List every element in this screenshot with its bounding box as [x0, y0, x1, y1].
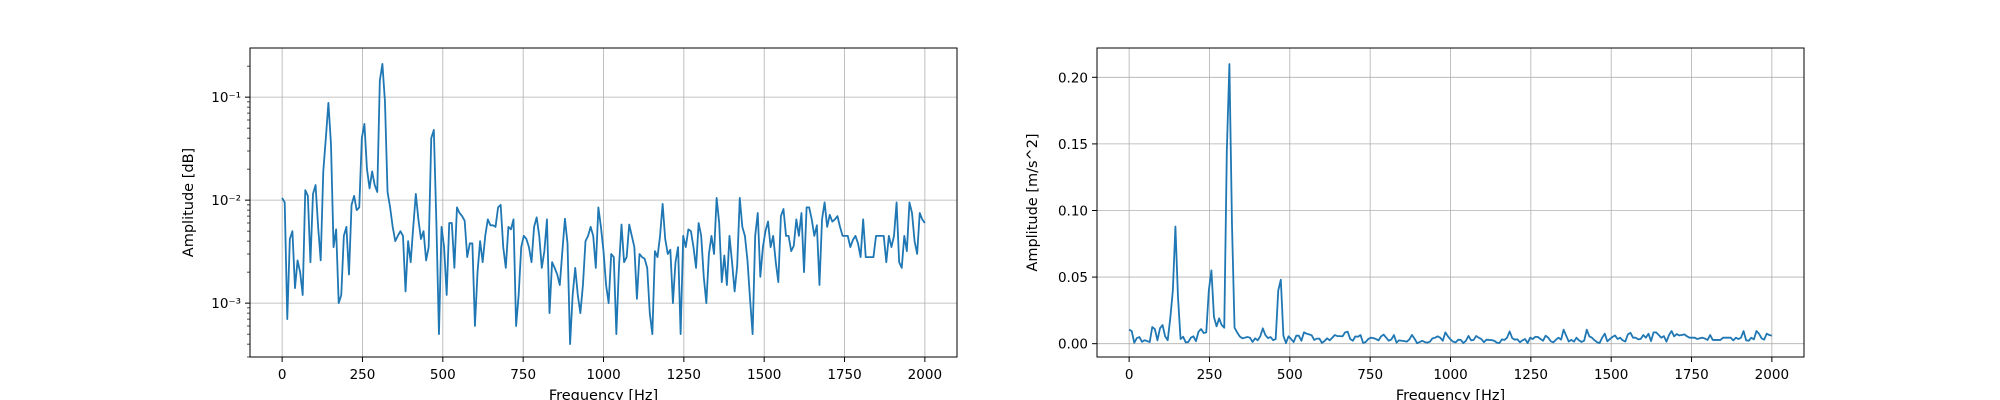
y-tick-label: 0.10	[1058, 203, 1088, 219]
x-axis-ticks: 0 250 500 750 1000 1250 1500 1750 2000	[278, 357, 942, 383]
x-tick-label: 750	[1357, 367, 1383, 383]
x-tick-label: 1250	[1514, 367, 1548, 383]
series-line	[1128, 63, 1773, 345]
x-tick-label: 1500	[1594, 367, 1628, 383]
series-lines	[281, 63, 926, 346]
y-axis-label: Amplitude [dB]	[181, 148, 197, 257]
y-tick-label: 0.05	[1058, 270, 1088, 286]
chart-amplitude-ms2: 0 250 500 750 1000 1250 1500 1750 2000 0.000.050…	[1025, 47, 1805, 400]
x-tick-label: 500	[430, 367, 456, 383]
x-tick-label: 1000	[586, 367, 620, 383]
chart-amplitude-db: 0 250 500 750 1000 1250 1500 1750 2000 10⁻³10⁻²1…	[181, 47, 958, 400]
series-lines	[1128, 63, 1773, 345]
y-axis-ticks: 0.00 0.05 0.10 0.15 0.20	[1058, 70, 1097, 353]
x-axis-ticks: 0 250 500 750 1000 1250 1500 1750 2000	[1125, 357, 1789, 383]
x-tick-label: 1750	[1674, 367, 1708, 383]
y-axis-ticks: 10⁻³ 10⁻² 10⁻¹	[211, 65, 250, 358]
y-tick-label: 0.00	[1058, 337, 1088, 353]
x-axis-label: Frequency [Hz]	[1396, 388, 1505, 400]
grid-lines	[250, 48, 957, 357]
x-tick-label: 2000	[908, 367, 942, 383]
x-tick-label: 1000	[1433, 367, 1467, 383]
y-axis-label: Amplitude [m/s^2]	[1025, 133, 1041, 271]
x-tick-label: 250	[350, 367, 376, 383]
grid-lines	[1097, 48, 1804, 357]
x-tick-label: 1250	[667, 367, 701, 383]
y-tick-label: 0.15	[1058, 137, 1088, 153]
x-axis-label: Frequency [Hz]	[549, 388, 658, 400]
x-tick-label: 500	[1277, 367, 1303, 383]
y-tick-label: 10⁻³	[211, 296, 241, 312]
x-tick-label: 750	[510, 367, 536, 383]
x-tick-label: 1500	[747, 367, 781, 383]
x-tick-label: 2000	[1755, 367, 1789, 383]
x-tick-label: 1750	[827, 367, 861, 383]
x-tick-label: 0	[1125, 367, 1134, 383]
y-tick-label: 10⁻¹	[211, 90, 241, 106]
y-tick-label: 0.20	[1058, 70, 1088, 86]
y-tick-label: 10⁻²	[211, 193, 241, 209]
x-tick-label: 0	[278, 367, 287, 383]
x-tick-label: 250	[1197, 367, 1223, 383]
series-line	[281, 63, 926, 346]
